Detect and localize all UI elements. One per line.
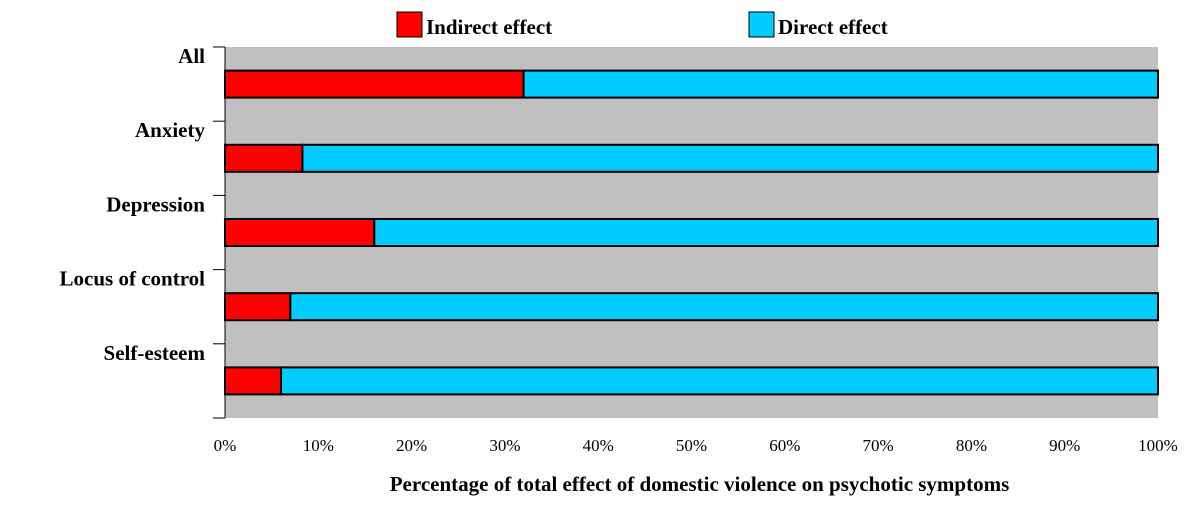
category-label: All: [178, 44, 205, 68]
bar-direct-2: [373, 218, 1159, 247]
x-tick-label: 100%: [1138, 436, 1178, 455]
bar-indirect-4: [224, 366, 282, 396]
x-tick-label: 0%: [214, 436, 237, 455]
legend-swatch-indirect: [396, 11, 423, 38]
legend-swatch-direct: [748, 11, 775, 38]
bar-indirect-1: [224, 143, 304, 173]
bar-direct-3: [289, 292, 1159, 322]
legend-label-direct: Direct effect: [778, 15, 888, 39]
x-tick-label: 80%: [956, 436, 987, 455]
x-tick-label: 50%: [676, 436, 707, 455]
bar-direct-4: [279, 366, 1160, 396]
x-tick-label: 20%: [396, 436, 427, 455]
x-tick-label: 40%: [583, 436, 614, 455]
category-label: Locus of control: [60, 267, 206, 291]
category-label: Self-esteem: [104, 341, 206, 365]
bar-indirect-2: [224, 218, 376, 247]
x-tick-label: 90%: [1049, 436, 1080, 455]
category-label: Depression: [106, 192, 205, 216]
x-axis-title: Percentage of total effect of domestic v…: [390, 472, 1010, 496]
x-tick-label: 70%: [863, 436, 894, 455]
bar-direct-1: [301, 143, 1159, 173]
bar-direct-0: [522, 69, 1159, 99]
category-label: Anxiety: [135, 118, 205, 142]
bar-indirect-0: [224, 69, 525, 99]
x-tick-label: 60%: [769, 436, 800, 455]
x-tick-label: 10%: [303, 436, 334, 455]
legend-label-indirect: Indirect effect: [426, 15, 552, 39]
x-tick-label: 30%: [489, 436, 520, 455]
bar-indirect-3: [224, 292, 292, 322]
